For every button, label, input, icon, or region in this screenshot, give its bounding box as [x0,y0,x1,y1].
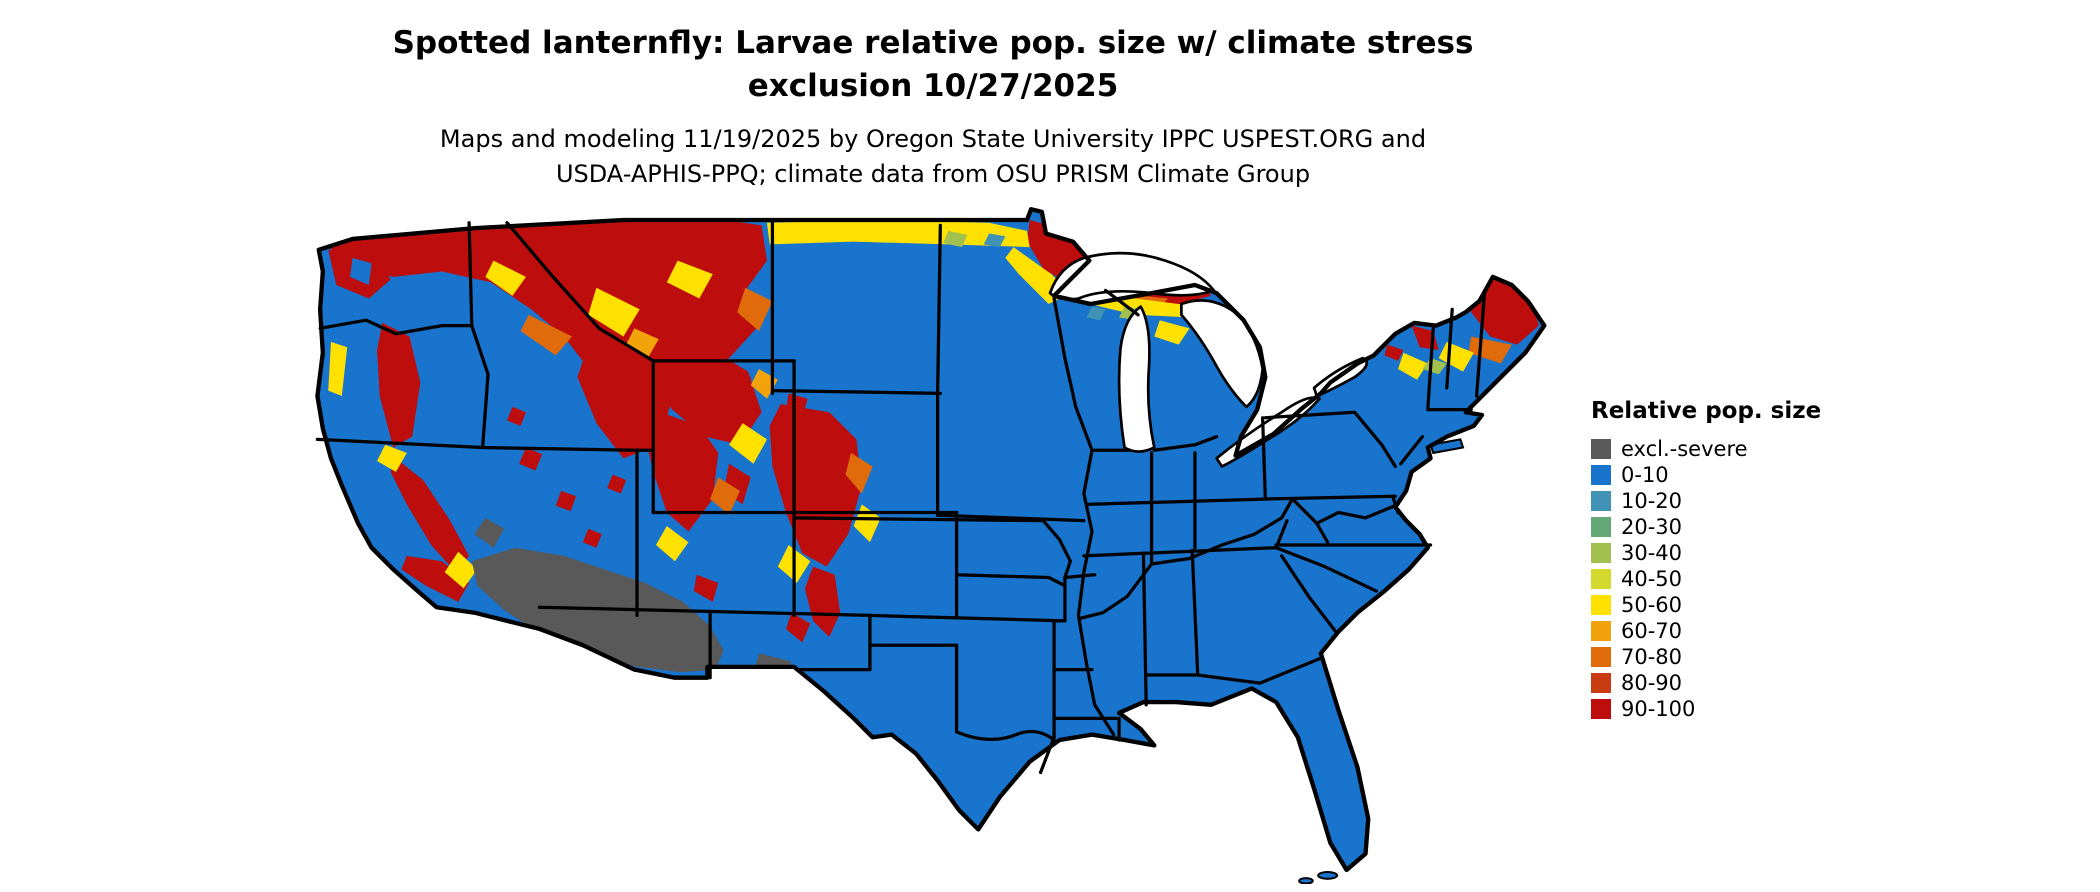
legend-label: 30-40 [1621,541,1683,565]
puget-lowland-patch [349,257,372,285]
legend-item: 0-10 [1591,462,1821,488]
legend-swatch [1591,595,1611,615]
legend-swatch [1591,699,1611,719]
stress-10-20-layer [983,233,1106,321]
legend-item: 80-90 [1591,670,1821,696]
legend-swatch [1591,543,1611,563]
legend-item: 10-20 [1591,488,1821,514]
map-title: Spotted lanternfly: Larvae relative pop.… [393,22,1474,108]
legend-item: excl.-severe [1591,436,1821,462]
legend-title: Relative pop. size [1591,398,1822,424]
map-title-line2: exclusion 10/27/2025 [747,68,1119,104]
legend-swatch [1591,673,1611,693]
legend-swatch [1591,439,1611,459]
legend-swatch [1591,491,1611,511]
legend-label: 20-30 [1621,515,1683,539]
legend-label: 90-100 [1621,697,1696,721]
legend-item: 20-30 [1591,514,1821,540]
legend-label: excl.-severe [1621,437,1748,461]
legend-item: 30-40 [1591,540,1821,566]
legend-swatch [1591,569,1611,589]
map-subtitle-line1: Maps and modeling 11/19/2025 by Oregon S… [439,125,1427,153]
legend-label: 40-50 [1621,567,1683,591]
map-subtitle: Maps and modeling 11/19/2025 by Oregon S… [440,122,1426,192]
map-subtitle-line2: USDA-APHIS-PPQ; climate data from OSU PR… [555,160,1311,188]
legend-item: 60-70 [1591,618,1821,644]
legend-label: 80-90 [1621,671,1683,695]
legend-item: 90-100 [1591,696,1821,722]
us-map-svg [315,207,1547,884]
legend-list: excl.-severe 0-10 10-20 20-30 30-40 40-5… [1591,436,1821,722]
legend-label: 0-10 [1621,463,1669,487]
legend-label: 50-60 [1621,593,1683,617]
legend-label: 10-20 [1621,489,1683,513]
legend-swatch [1591,517,1611,537]
lake-michigan [1117,305,1156,453]
legend-swatch [1591,647,1611,667]
long-island [1429,438,1465,455]
legend-label: 70-80 [1621,645,1683,669]
legend-item: 40-50 [1591,566,1821,592]
us-map [312,206,1547,884]
legend-swatch [1591,621,1611,641]
map-title-line1: Spotted lanternfly: Larvae relative pop.… [392,25,1474,61]
florida-keys [1317,871,1339,880]
legend: Relative pop. size excl.-severe 0-10 10-… [1591,398,1821,722]
coastal-islands [1298,438,1465,884]
great-lakes [1048,251,1369,468]
florida-keys [1298,877,1314,884]
conus-outline [315,207,1547,873]
legend-item: 70-80 [1591,644,1821,670]
legend-label: 60-70 [1621,619,1683,643]
legend-swatch [1591,465,1611,485]
legend-item: 50-60 [1591,592,1821,618]
